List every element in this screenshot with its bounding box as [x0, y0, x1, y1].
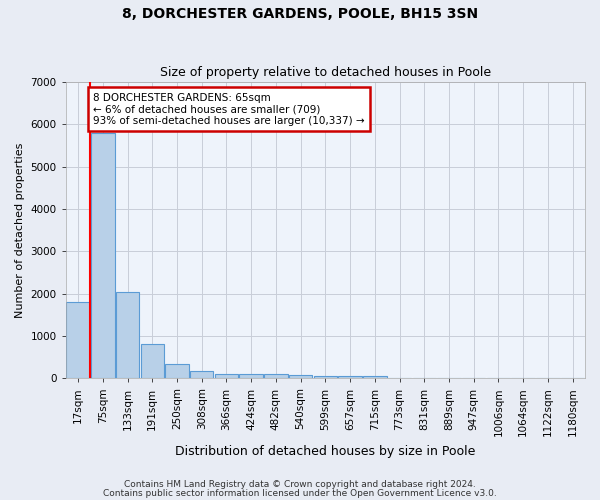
Text: Contains HM Land Registry data © Crown copyright and database right 2024.: Contains HM Land Registry data © Crown c… — [124, 480, 476, 489]
Bar — [289, 375, 313, 378]
Bar — [91, 133, 115, 378]
Bar — [140, 344, 164, 378]
Bar — [215, 374, 238, 378]
Bar — [314, 376, 337, 378]
Y-axis label: Number of detached properties: Number of detached properties — [15, 142, 25, 318]
Title: Size of property relative to detached houses in Poole: Size of property relative to detached ho… — [160, 66, 491, 80]
X-axis label: Distribution of detached houses by size in Poole: Distribution of detached houses by size … — [175, 444, 476, 458]
Bar — [239, 374, 263, 378]
Bar — [363, 376, 386, 378]
Text: 8 DORCHESTER GARDENS: 65sqm
← 6% of detached houses are smaller (709)
93% of sem: 8 DORCHESTER GARDENS: 65sqm ← 6% of deta… — [93, 92, 365, 126]
Bar — [116, 292, 139, 378]
Bar — [67, 302, 90, 378]
Bar — [338, 376, 362, 378]
Bar — [165, 364, 189, 378]
Bar — [190, 370, 214, 378]
Bar — [264, 374, 287, 378]
Text: Contains public sector information licensed under the Open Government Licence v3: Contains public sector information licen… — [103, 490, 497, 498]
Text: 8, DORCHESTER GARDENS, POOLE, BH15 3SN: 8, DORCHESTER GARDENS, POOLE, BH15 3SN — [122, 8, 478, 22]
